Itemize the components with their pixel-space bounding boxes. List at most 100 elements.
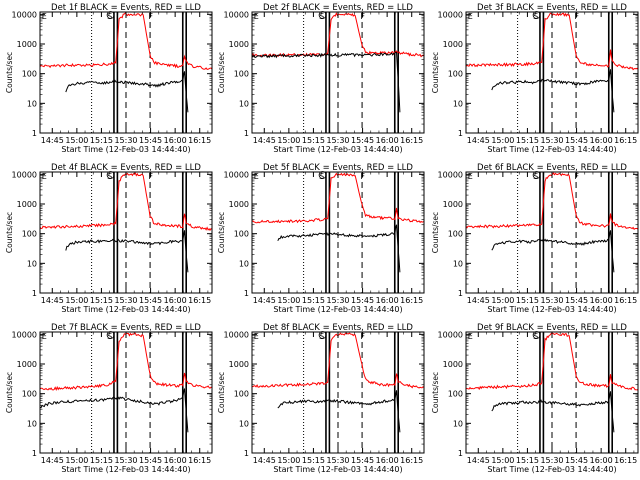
marker-e: E	[254, 12, 259, 21]
marker-s: S	[319, 332, 324, 341]
y-tick-label: 1000	[443, 200, 463, 209]
y-tick-label: 1	[458, 449, 463, 458]
marker-s: S	[533, 12, 538, 21]
marker-e: E	[254, 332, 259, 341]
x-tick-label: 15:45	[139, 456, 162, 465]
series-line-lld	[466, 12, 638, 71]
chart-panel-5: Det 5f BLACK = Events, RED = LLDESF11010…	[217, 163, 425, 314]
y-tick-label: 1000	[229, 40, 249, 49]
x-tick-label: 15:45	[351, 296, 374, 305]
x-tick-label: 16:15	[400, 136, 423, 145]
y-tick-label: 100	[234, 390, 249, 399]
x-tick-label: 14:45	[467, 456, 490, 465]
x-tick-label: 16:15	[188, 296, 211, 305]
chart-title: Det 2f BLACK = Events, RED = LLD	[263, 3, 413, 13]
y-tick-label: 10	[239, 99, 249, 108]
y-axis-label: Counts/sec	[431, 52, 440, 93]
series-line-events	[40, 388, 189, 433]
y-tick-label: 1000	[229, 200, 249, 209]
y-tick-label: 10000	[224, 330, 249, 339]
x-tick-label: 15:15	[516, 136, 539, 145]
y-tick-label: 10	[239, 259, 249, 268]
x-tick-label: 16:15	[614, 136, 637, 145]
y-axis-label: Counts/sec	[217, 212, 226, 253]
x-tick-label: 16:15	[188, 456, 211, 465]
x-tick-label: 14:45	[41, 136, 64, 145]
x-tick-label: 15:00	[491, 296, 514, 305]
x-tick-label: 15:30	[326, 296, 349, 305]
x-tick-label: 16:00	[376, 136, 399, 145]
x-tick-label: 16:15	[614, 456, 637, 465]
x-tick-label: 16:00	[164, 296, 187, 305]
x-tick-label: 15:00	[491, 456, 514, 465]
marker-e: E	[42, 172, 47, 181]
y-tick-label: 1000	[17, 360, 37, 369]
chart-panel-7: Det 7f BLACK = Events, RED = LLDESF11010…	[5, 323, 213, 474]
y-tick-label: 100	[448, 70, 463, 79]
x-axis-label: Start Time (12-Feb-03 14:44:40)	[273, 145, 402, 154]
series-line-events	[491, 391, 615, 433]
x-tick-label: 16:00	[590, 296, 613, 305]
x-tick-label: 15:30	[540, 296, 563, 305]
y-tick-label: 10	[27, 99, 37, 108]
x-tick-label: 15:45	[139, 296, 162, 305]
series-line-events	[65, 71, 189, 113]
x-tick-label: 15:00	[65, 296, 88, 305]
x-tick-label: 16:00	[376, 296, 399, 305]
series-line-lld	[466, 172, 638, 231]
x-tick-label: 14:45	[467, 136, 490, 145]
y-tick-label: 100	[448, 390, 463, 399]
x-axis-label: Start Time (12-Feb-03 14:44:40)	[273, 465, 402, 474]
y-axis-label: Counts/sec	[217, 52, 226, 93]
chart-title: Det 9f BLACK = Events, RED = LLD	[477, 323, 627, 333]
chart-panel-4: Det 4f BLACK = Events, RED = LLDESF11010…	[5, 163, 213, 314]
y-tick-label: 10000	[438, 10, 463, 19]
series-line-events	[277, 224, 401, 273]
series-line-lld	[466, 332, 638, 391]
y-tick-label: 100	[448, 230, 463, 239]
x-tick-label: 15:30	[114, 456, 137, 465]
y-tick-label: 100	[234, 230, 249, 239]
y-tick-label: 100	[22, 70, 37, 79]
series-line-lld	[40, 12, 212, 70]
x-tick-label: 15:30	[114, 296, 137, 305]
x-tick-label: 14:45	[253, 296, 276, 305]
series-line-lld	[40, 332, 212, 391]
series-line-events	[252, 51, 401, 113]
x-tick-label: 15:15	[516, 296, 539, 305]
y-axis-label: Counts/sec	[217, 372, 226, 413]
series-line-events	[491, 230, 615, 273]
y-tick-label: 10	[453, 99, 463, 108]
y-axis-label: Counts/sec	[5, 212, 14, 253]
x-tick-label: 15:00	[491, 136, 514, 145]
x-tick-label: 15:00	[277, 456, 300, 465]
x-tick-label: 16:00	[376, 456, 399, 465]
y-axis-label: Counts/sec	[5, 52, 14, 93]
marker-e: E	[42, 332, 47, 341]
chart-title: Det 7f BLACK = Events, RED = LLD	[51, 323, 201, 333]
x-tick-label: 15:00	[65, 136, 88, 145]
chart-panel-3: Det 3f BLACK = Events, RED = LLDESF11010…	[431, 3, 639, 154]
x-axis-label: Start Time (12-Feb-03 14:44:40)	[487, 465, 616, 474]
x-tick-label: 15:30	[540, 456, 563, 465]
x-axis-label: Start Time (12-Feb-03 14:44:40)	[487, 145, 616, 154]
y-tick-label: 1	[244, 289, 249, 298]
y-tick-label: 10000	[12, 170, 37, 179]
chart-title: Det 6f BLACK = Events, RED = LLD	[477, 163, 627, 173]
x-axis-label: Start Time (12-Feb-03 14:44:40)	[487, 305, 616, 314]
y-axis-label: Counts/sec	[5, 372, 14, 413]
x-tick-label: 15:00	[65, 456, 88, 465]
series-line-lld	[40, 172, 212, 232]
y-tick-label: 10000	[12, 10, 37, 19]
y-tick-label: 1000	[443, 40, 463, 49]
x-tick-label: 15:00	[277, 136, 300, 145]
x-tick-label: 15:15	[302, 296, 325, 305]
x-tick-label: 15:15	[302, 136, 325, 145]
y-tick-label: 100	[22, 230, 37, 239]
y-tick-label: 1	[244, 449, 249, 458]
x-tick-label: 15:45	[565, 456, 588, 465]
x-tick-label: 16:15	[614, 296, 637, 305]
marker-s: S	[319, 172, 324, 181]
series-line-lld	[252, 172, 424, 224]
